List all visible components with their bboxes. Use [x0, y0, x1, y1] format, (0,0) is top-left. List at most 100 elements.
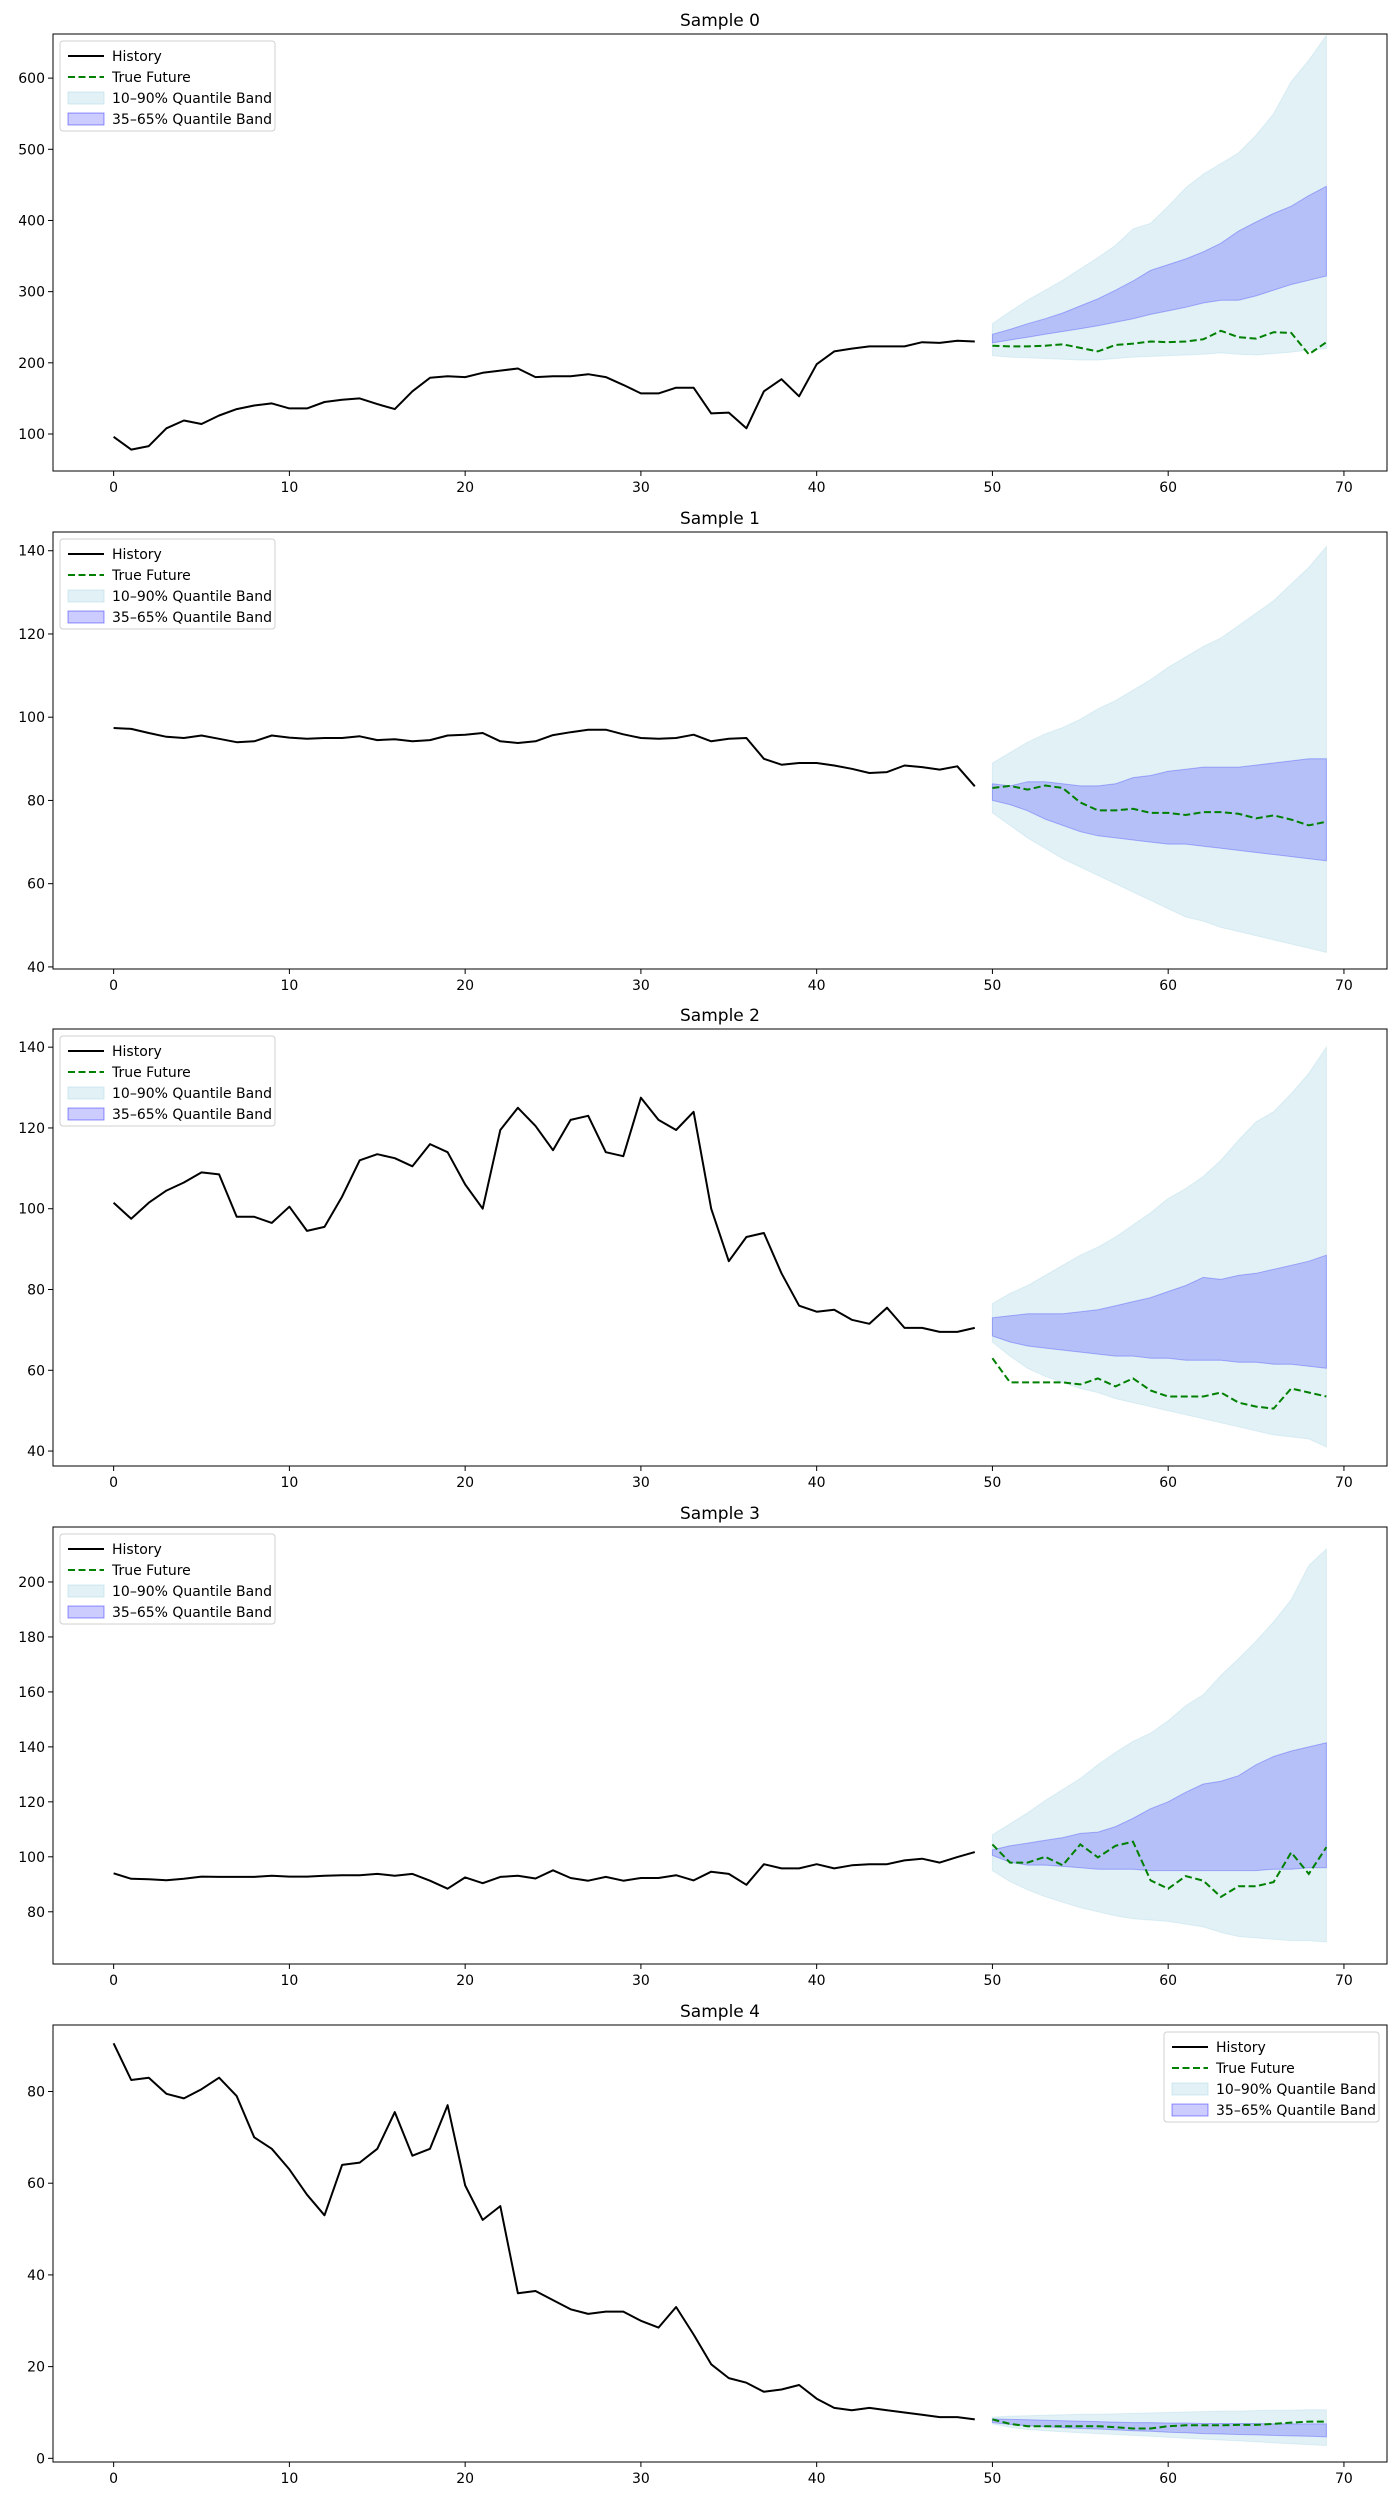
- legend-band-10-90-swatch: [67, 589, 105, 603]
- legend-band-35-65-swatch: [67, 1605, 105, 1619]
- y-tick-label: 100: [18, 710, 45, 726]
- x-tick-label: 30: [632, 2471, 650, 2487]
- legend-history-label: History: [112, 1044, 162, 1060]
- y-tick-label: 0: [36, 2451, 45, 2467]
- legend-box: [59, 1035, 276, 1127]
- legend-band-10-90-label: 10–90% Quantile Band: [112, 91, 272, 107]
- x-tick-label: 70: [1335, 480, 1353, 496]
- band-10-90: [991, 1045, 1327, 1448]
- x-tick-label: 70: [1335, 2471, 1353, 2487]
- y-tick-label: 100: [18, 427, 45, 443]
- legend-history-label: History: [112, 49, 162, 65]
- chart-title: Sample 1: [680, 509, 760, 529]
- x-tick-label: 50: [984, 978, 1002, 994]
- x-tick-label: 30: [632, 978, 650, 994]
- x-tick-label: 50: [984, 1475, 1002, 1491]
- legend-band-35-65-label: 35–65% Quantile Band: [112, 610, 272, 626]
- series-history: [113, 339, 975, 451]
- x-tick-label: 40: [808, 480, 826, 496]
- y-tick-label: 40: [27, 1444, 45, 1460]
- x-tick-label: 20: [456, 2471, 474, 2487]
- x-tick-label: 60: [1159, 978, 1177, 994]
- x-tick-label: 60: [1159, 1973, 1177, 1989]
- series-true-future: [992, 2418, 1327, 2430]
- legend-band-10-90-label: 10–90% Quantile Band: [112, 1086, 272, 1102]
- x-tick-label: 0: [109, 480, 118, 496]
- series-true-future: [992, 784, 1327, 827]
- x-tick-label: 50: [984, 1973, 1002, 1989]
- y-tick-label: 500: [18, 142, 45, 158]
- band-10-90: [991, 545, 1327, 954]
- legend-band-35-65-swatch: [67, 610, 105, 624]
- band-35-65: [991, 758, 1327, 862]
- legend-band-10-90-label: 10–90% Quantile Band: [1216, 2082, 1376, 2098]
- legend-box: [59, 1533, 276, 1625]
- x-tick-label: 50: [984, 480, 1002, 496]
- legend: History True Future 10–90% Quantile Band 35…: [1163, 2031, 1380, 2123]
- series-true-future: [992, 329, 1327, 356]
- series-history: [112, 1096, 976, 1333]
- x-tick-label: 40: [808, 1973, 826, 1989]
- legend-band-35-65-label: 35–65% Quantile Band: [112, 1605, 272, 1621]
- y-tick-label: 300: [18, 285, 45, 301]
- x-tick-label: 0: [109, 2471, 118, 2487]
- plot-frame: [52, 33, 1388, 472]
- legend-true-future-label: True Future: [111, 1563, 191, 1579]
- series-history: [113, 727, 976, 787]
- y-tick-label: 80: [27, 1905, 45, 1921]
- y-tick-label: 60: [27, 1363, 45, 1379]
- x-tick-label: 20: [456, 1973, 474, 1989]
- legend: History True Future 10–90% Quantile Band 35…: [59, 538, 276, 630]
- band-10-90: [991, 33, 1327, 361]
- chart-title: Sample 4: [680, 2002, 760, 2022]
- band-35-65: [991, 185, 1327, 344]
- x-tick-label: 10: [280, 978, 298, 994]
- series-true-future: [991, 1840, 1328, 1899]
- y-tick-label: 600: [18, 71, 45, 87]
- x-tick-label: 30: [632, 1973, 650, 1989]
- legend-history-label: History: [112, 1542, 162, 1558]
- series-true-future: [991, 1357, 1327, 1410]
- y-tick-label: 100: [18, 1850, 45, 1866]
- legend-band-10-90-swatch: [67, 1584, 105, 1598]
- chart-panel-3: Sample 3 0 10 20 30 40 50 60 70 80 100 120 140 160 180…: [18, 1504, 1388, 1989]
- chart-panel-4: Sample 4 0 10 20 30 40 50 60 70 0 20 40 60 80 History T…: [27, 2002, 1388, 2487]
- x-tick-label: 60: [1159, 480, 1177, 496]
- x-tick-label: 10: [280, 2471, 298, 2487]
- x-tick-label: 10: [280, 480, 298, 496]
- y-tick-label: 80: [27, 2084, 45, 2100]
- y-tick-label: 180: [18, 1630, 45, 1646]
- plot-frame: [52, 531, 1388, 970]
- x-tick-label: 70: [1335, 1973, 1353, 1989]
- x-tick-label: 40: [808, 2471, 826, 2487]
- y-tick-label: 40: [27, 960, 45, 976]
- legend-band-10-90-label: 10–90% Quantile Band: [112, 589, 272, 605]
- x-tick-label: 50: [984, 2471, 1002, 2487]
- plot-frame: [52, 1028, 1388, 1467]
- y-tick-label: 140: [18, 1040, 45, 1056]
- x-tick-label: 0: [109, 978, 118, 994]
- y-tick-label: 200: [18, 356, 45, 372]
- y-tick-label: 140: [18, 544, 45, 560]
- chart-title: Sample 3: [680, 1504, 760, 1524]
- legend-band-10-90-swatch: [67, 91, 105, 105]
- legend-history-label: History: [112, 547, 162, 563]
- chart-title: Sample 2: [680, 1006, 760, 1026]
- y-tick-label: 60: [27, 877, 45, 893]
- legend: History True Future 10–90% Quantile Band 35…: [59, 40, 276, 132]
- x-tick-label: 40: [808, 1475, 826, 1491]
- y-tick-label: 40: [27, 2268, 45, 2284]
- legend-true-future-label: True Future: [111, 568, 191, 584]
- chart-panel-0: Sample 0 0 10 20 30 40 50 60 70 100 200 300 400 500 60…: [18, 11, 1388, 496]
- legend-band-10-90-swatch: [67, 1086, 105, 1100]
- legend-band-35-65-swatch: [1171, 2103, 1209, 2117]
- y-tick-label: 140: [18, 1740, 45, 1756]
- legend-band-35-65-label: 35–65% Quantile Band: [112, 112, 272, 128]
- legend-true-future-label: True Future: [111, 70, 191, 86]
- band-35-65: [991, 2418, 1327, 2438]
- legend-box: [59, 538, 276, 630]
- x-tick-label: 10: [280, 1973, 298, 1989]
- legend-band-35-65-swatch: [67, 112, 105, 126]
- x-tick-label: 30: [632, 480, 650, 496]
